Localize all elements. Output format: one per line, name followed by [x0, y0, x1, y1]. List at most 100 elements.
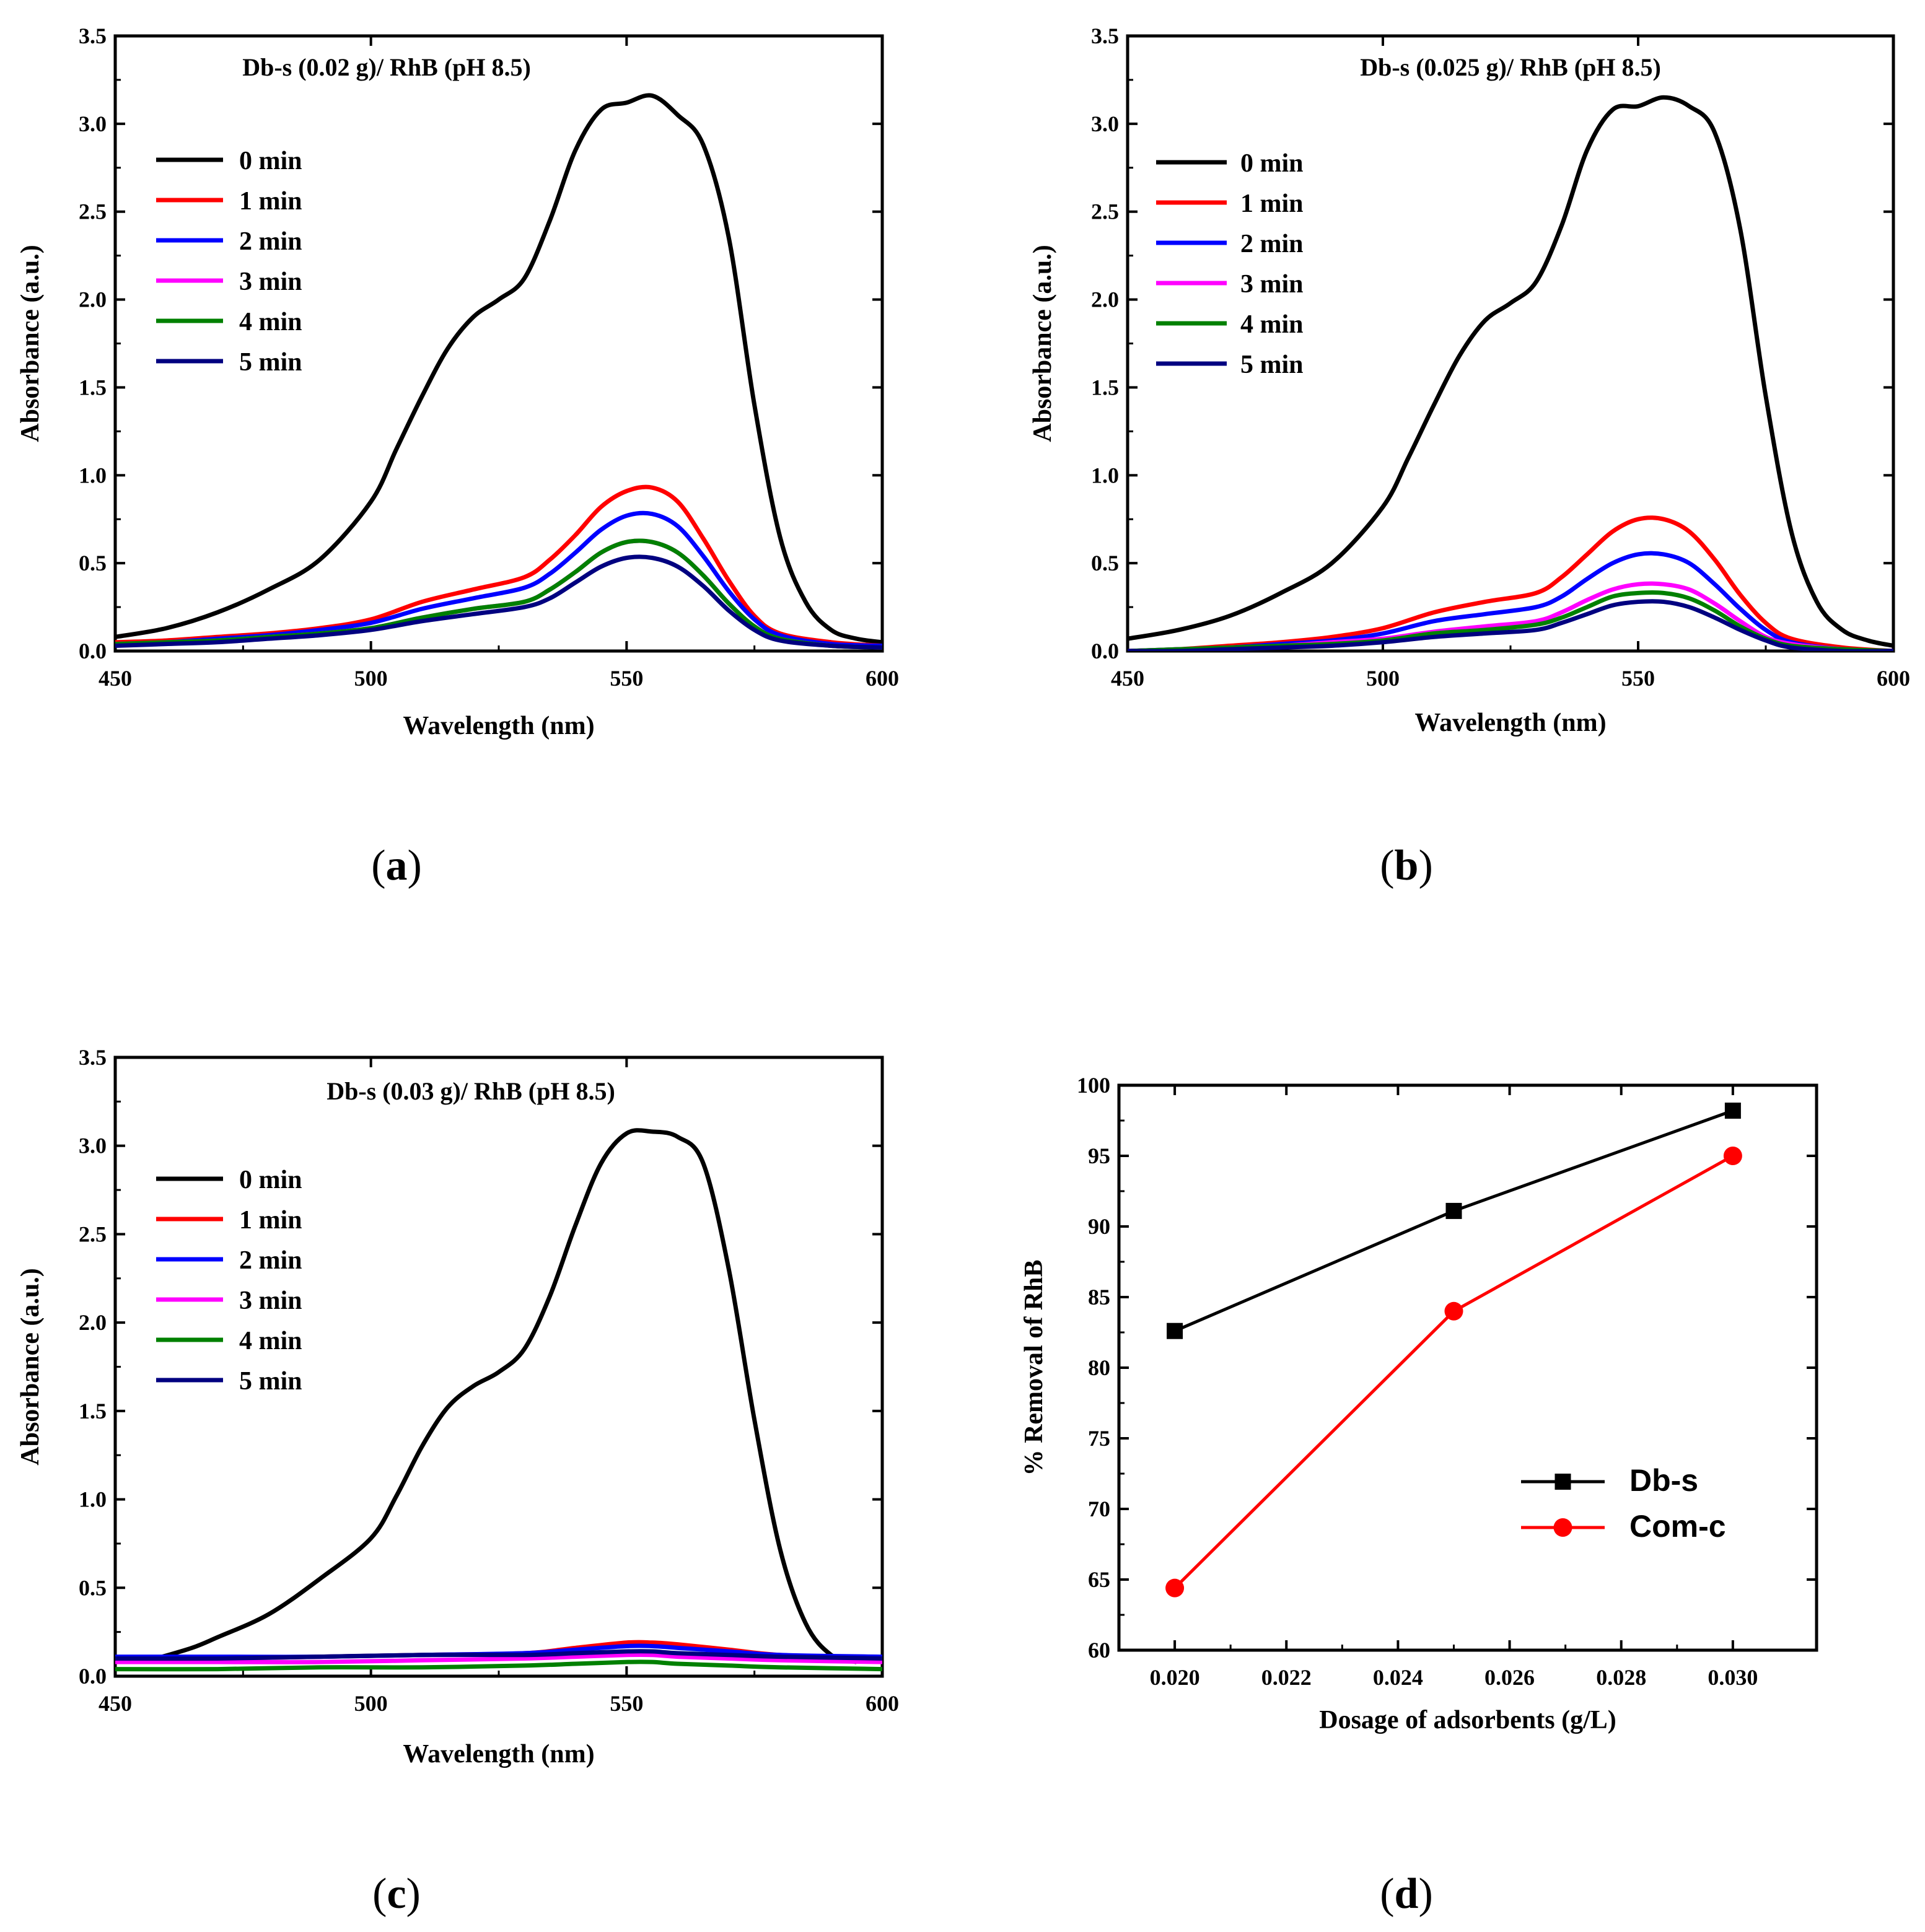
- data-point-circle: [1444, 1301, 1463, 1321]
- series-line-5-min: [115, 554, 882, 650]
- x-tick-label: 450: [99, 1691, 132, 1716]
- series-line-3-min: [1128, 581, 1893, 651]
- panel-c-caption: (c): [372, 1870, 421, 1918]
- y-tick-label: 3.0: [1091, 111, 1119, 136]
- y-tick-label: 0.5: [79, 1575, 107, 1600]
- x-tick-label: 600: [1877, 666, 1910, 691]
- y-tick-label: 80: [1088, 1355, 1110, 1380]
- x-tick-label: 0.028: [1596, 1665, 1646, 1690]
- series-line-3-min: [115, 1652, 882, 1664]
- series-line-0-min: [1128, 95, 1893, 648]
- series-line-db-s: [1174, 1109, 1734, 1333]
- x-tick-label: 600: [866, 666, 899, 691]
- legend-label: 1 min: [239, 1206, 302, 1235]
- plot-frame: [113, 1056, 884, 1678]
- y-tick-label: 1.0: [1091, 463, 1119, 487]
- y-tick-label: 3.0: [79, 1134, 107, 1158]
- y-tick-label: 0.0: [79, 639, 107, 663]
- series-line-5-min: [115, 1649, 882, 1661]
- x-tick-label: 450: [99, 666, 132, 691]
- x-tick-label: 0.022: [1261, 1665, 1312, 1690]
- y-tick-label: 0.0: [79, 1664, 107, 1689]
- data-point-square: [1445, 1202, 1462, 1219]
- y-tick-label: 95: [1088, 1143, 1110, 1168]
- x-tick-label: 500: [1366, 666, 1400, 691]
- panel-b-title: Db-s (0.025 g)/ RhB (pH 8.5): [1360, 53, 1661, 81]
- y-tick-label: 2.0: [79, 287, 107, 312]
- legend-label: 0 min: [1240, 149, 1304, 178]
- y-tick-label: 1.0: [79, 1487, 107, 1512]
- series-line-2-min: [1128, 551, 1893, 651]
- y-tick-label: 65: [1088, 1567, 1110, 1592]
- x-tick-label: 0.024: [1373, 1665, 1423, 1690]
- x-tick-label: 500: [354, 666, 388, 691]
- legend-label: 4 min: [1240, 310, 1304, 339]
- x-tick-label: 0.030: [1708, 1665, 1758, 1690]
- y-tick-label: 0.5: [1091, 551, 1119, 575]
- series-line-4-min: [115, 1659, 882, 1672]
- y-tick-label: 3.5: [1091, 24, 1119, 48]
- x-tick-label: 550: [610, 1691, 643, 1716]
- x-axis-title: Wavelength (nm): [403, 1740, 594, 1768]
- x-tick-label: 600: [866, 1691, 899, 1716]
- y-tick-label: 0.0: [1091, 639, 1119, 663]
- x-tick-label: 550: [1621, 666, 1655, 691]
- plot-frame: [113, 34, 884, 653]
- series-line-0-min: [156, 1128, 857, 1664]
- legend-label: 2 min: [239, 227, 302, 256]
- y-tick-label: 2.5: [79, 199, 107, 224]
- y-tick-label: 90: [1088, 1214, 1110, 1239]
- y-tick-label: 2.0: [1091, 287, 1119, 312]
- panel-d: (d) 0.020 0.022 0.024 0.026 0.028 0.030 60 65 70…: [1020, 1073, 1818, 1918]
- legend-label: 0 min: [239, 1166, 302, 1194]
- y-tick-label: 2.5: [1091, 199, 1119, 224]
- panel-a-caption: (a): [371, 842, 422, 890]
- legend-label: 2 min: [1240, 230, 1304, 258]
- plot-frame: [1126, 34, 1895, 653]
- y-tick-label: 70: [1088, 1497, 1110, 1521]
- legend-marker-square: [1554, 1474, 1571, 1490]
- panel-a-title: Db-s (0.02 g)/ RhB (pH 8.5): [242, 53, 531, 81]
- x-tick-label: 550: [610, 666, 643, 691]
- y-tick-label: 1.0: [79, 463, 107, 487]
- data-point-square: [1167, 1322, 1183, 1339]
- legend-label: 3 min: [239, 1287, 302, 1315]
- x-tick-label: 0.020: [1150, 1665, 1200, 1690]
- data-point-circle: [1723, 1147, 1742, 1165]
- legend-label: Com-c: [1629, 1509, 1726, 1544]
- legend-label: 4 min: [239, 308, 302, 336]
- y-axis-title: Absorbance (a.u.): [1028, 245, 1057, 442]
- y-axis-title: Absorbance (a.u.): [16, 1268, 45, 1466]
- legend-label: 5 min: [1240, 351, 1304, 379]
- series-line-0-min: [115, 93, 882, 645]
- legend-label: 1 min: [1240, 190, 1304, 218]
- series-line-4-min: [1128, 590, 1893, 651]
- legend-label: 2 min: [239, 1246, 302, 1275]
- series-line-1-min: [115, 484, 882, 648]
- panel-d-caption: (d): [1380, 1870, 1433, 1918]
- y-tick-label: 1.5: [79, 375, 107, 400]
- y-tick-label: 2.5: [79, 1222, 107, 1246]
- legend-marker-circle: [1553, 1518, 1572, 1537]
- data-point-square: [1724, 1103, 1741, 1119]
- series-line-5-min: [1128, 599, 1893, 651]
- panel-b: Db-s (0.025 g)/ RhB (pH 8.5) (b) 450 500 5…: [1028, 24, 1910, 890]
- panel-b-caption: (b): [1380, 842, 1433, 890]
- panel-c-title: Db-s (0.03 g)/ RhB (pH 8.5): [327, 1077, 615, 1105]
- data-point-circle: [1165, 1578, 1185, 1598]
- legend-label: 5 min: [239, 348, 302, 377]
- legend-label: Db-s: [1629, 1463, 1698, 1498]
- series-group: [1128, 95, 1893, 651]
- legend-label: 5 min: [239, 1367, 302, 1396]
- x-tick-label: 0.026: [1484, 1665, 1535, 1690]
- y-tick-label: 75: [1088, 1426, 1110, 1451]
- x-axis-title: Wavelength (nm): [1414, 709, 1606, 737]
- x-axis-title: Wavelength (nm): [403, 712, 594, 740]
- x-axis-title: Dosage of adsorbents (g/L): [1319, 1706, 1616, 1734]
- y-tick-label: 1.5: [79, 1399, 107, 1423]
- x-tick-label: 450: [1111, 666, 1144, 691]
- y-tick-label: 3.5: [79, 24, 107, 48]
- y-tick-label: 100: [1077, 1073, 1110, 1098]
- plot-frame: [1117, 1083, 1818, 1652]
- y-axis-title: Absorbance (a.u.): [16, 245, 45, 442]
